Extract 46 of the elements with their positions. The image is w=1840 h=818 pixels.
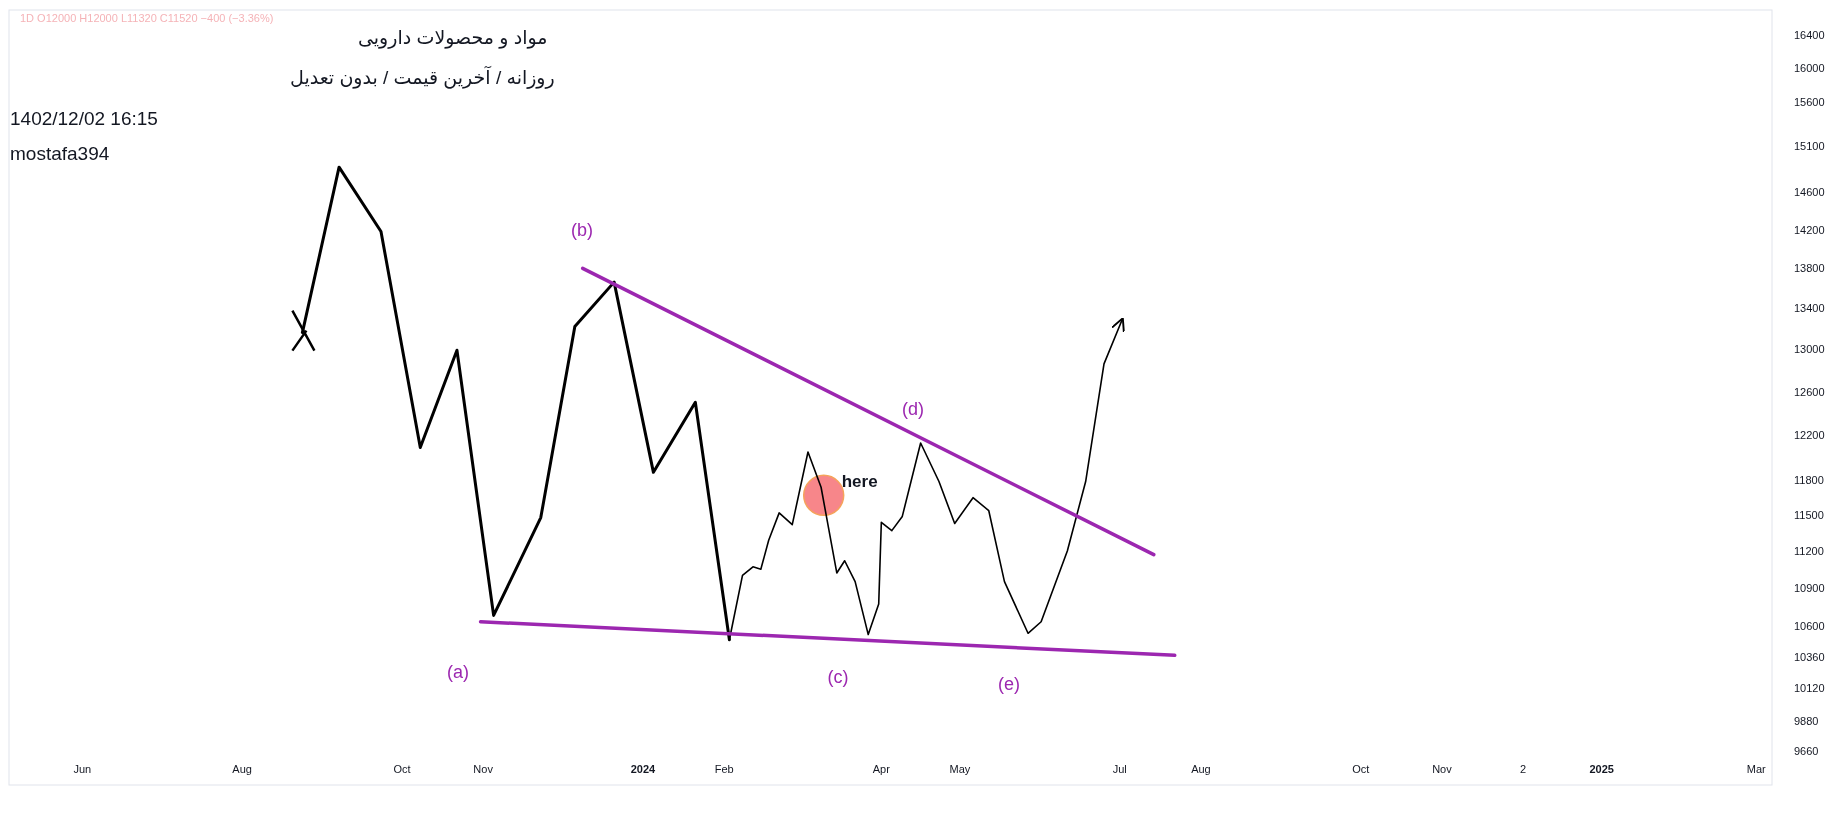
annotation: 1402/12/02 16:15 (10, 108, 158, 129)
y-tick-label: 13800 (1794, 262, 1825, 275)
x-tick-label: Aug (1191, 763, 1211, 775)
y-tick-label: 12600 (1794, 385, 1825, 398)
annotation: (d) (902, 399, 924, 419)
annotation: (c) (827, 667, 849, 687)
x-tick-label: 2025 (1589, 763, 1614, 775)
y-tick-label: 16400 (1794, 28, 1825, 41)
y-tick-label: 15600 (1794, 96, 1825, 109)
annotation: (e) (998, 674, 1020, 694)
y-tick-label: 9660 (1794, 745, 1819, 758)
y-tick-label: 13400 (1794, 302, 1825, 315)
y-tick-label: 9880 (1794, 714, 1819, 727)
y-tick-label: 16000 (1794, 61, 1825, 74)
y-tick-label: 12200 (1794, 429, 1825, 442)
annotation: 1D O12000 H12000 L11320 C11520 −400 (−3.36%) (20, 12, 274, 24)
x-tick-label: Jul (1112, 763, 1127, 775)
x-tick-label: Oct (1352, 763, 1370, 775)
x-tick-label: Nov (473, 763, 494, 775)
text: روزانه / آخرین قیمت / بدون تعدیل (290, 65, 555, 89)
x-tick-label: Feb (714, 763, 734, 775)
y-tick-label: 11500 (1794, 509, 1824, 522)
x-tick-label: Jun (73, 763, 92, 775)
annotation: (b) (571, 220, 593, 240)
y-tick-label: 10900 (1794, 581, 1825, 594)
y-tick-label: 14200 (1794, 223, 1825, 236)
y-tick-label: 10120 (1794, 682, 1825, 695)
text: مواد و محصولات دارویی (358, 27, 548, 49)
x-tick-label: Nov (1432, 763, 1453, 775)
y-tick-label: 11800 (1794, 474, 1824, 487)
annotation: here (841, 472, 878, 492)
x-tick-label: Apr (872, 763, 891, 775)
y-tick-label: 11200 (1794, 545, 1824, 558)
y-tick-label: 15100 (1794, 140, 1825, 153)
y-tick-label: 10360 (1794, 650, 1825, 663)
x-tick-label: 2024 (630, 763, 657, 775)
annotation: (a) (447, 662, 469, 682)
x-tick-label: Aug (232, 763, 252, 775)
annotation: mostafa394 (10, 143, 110, 164)
x-tick-label: May (949, 763, 971, 775)
x-tick-label: Mar (1746, 763, 1767, 775)
y-tick-label: 10600 (1794, 619, 1825, 632)
x-tick-label: Oct (393, 763, 411, 775)
y-tick-label: 13000 (1794, 343, 1825, 356)
x-tick-label: 2 (1520, 763, 1527, 775)
y-tick-label: 14600 (1794, 186, 1825, 198)
